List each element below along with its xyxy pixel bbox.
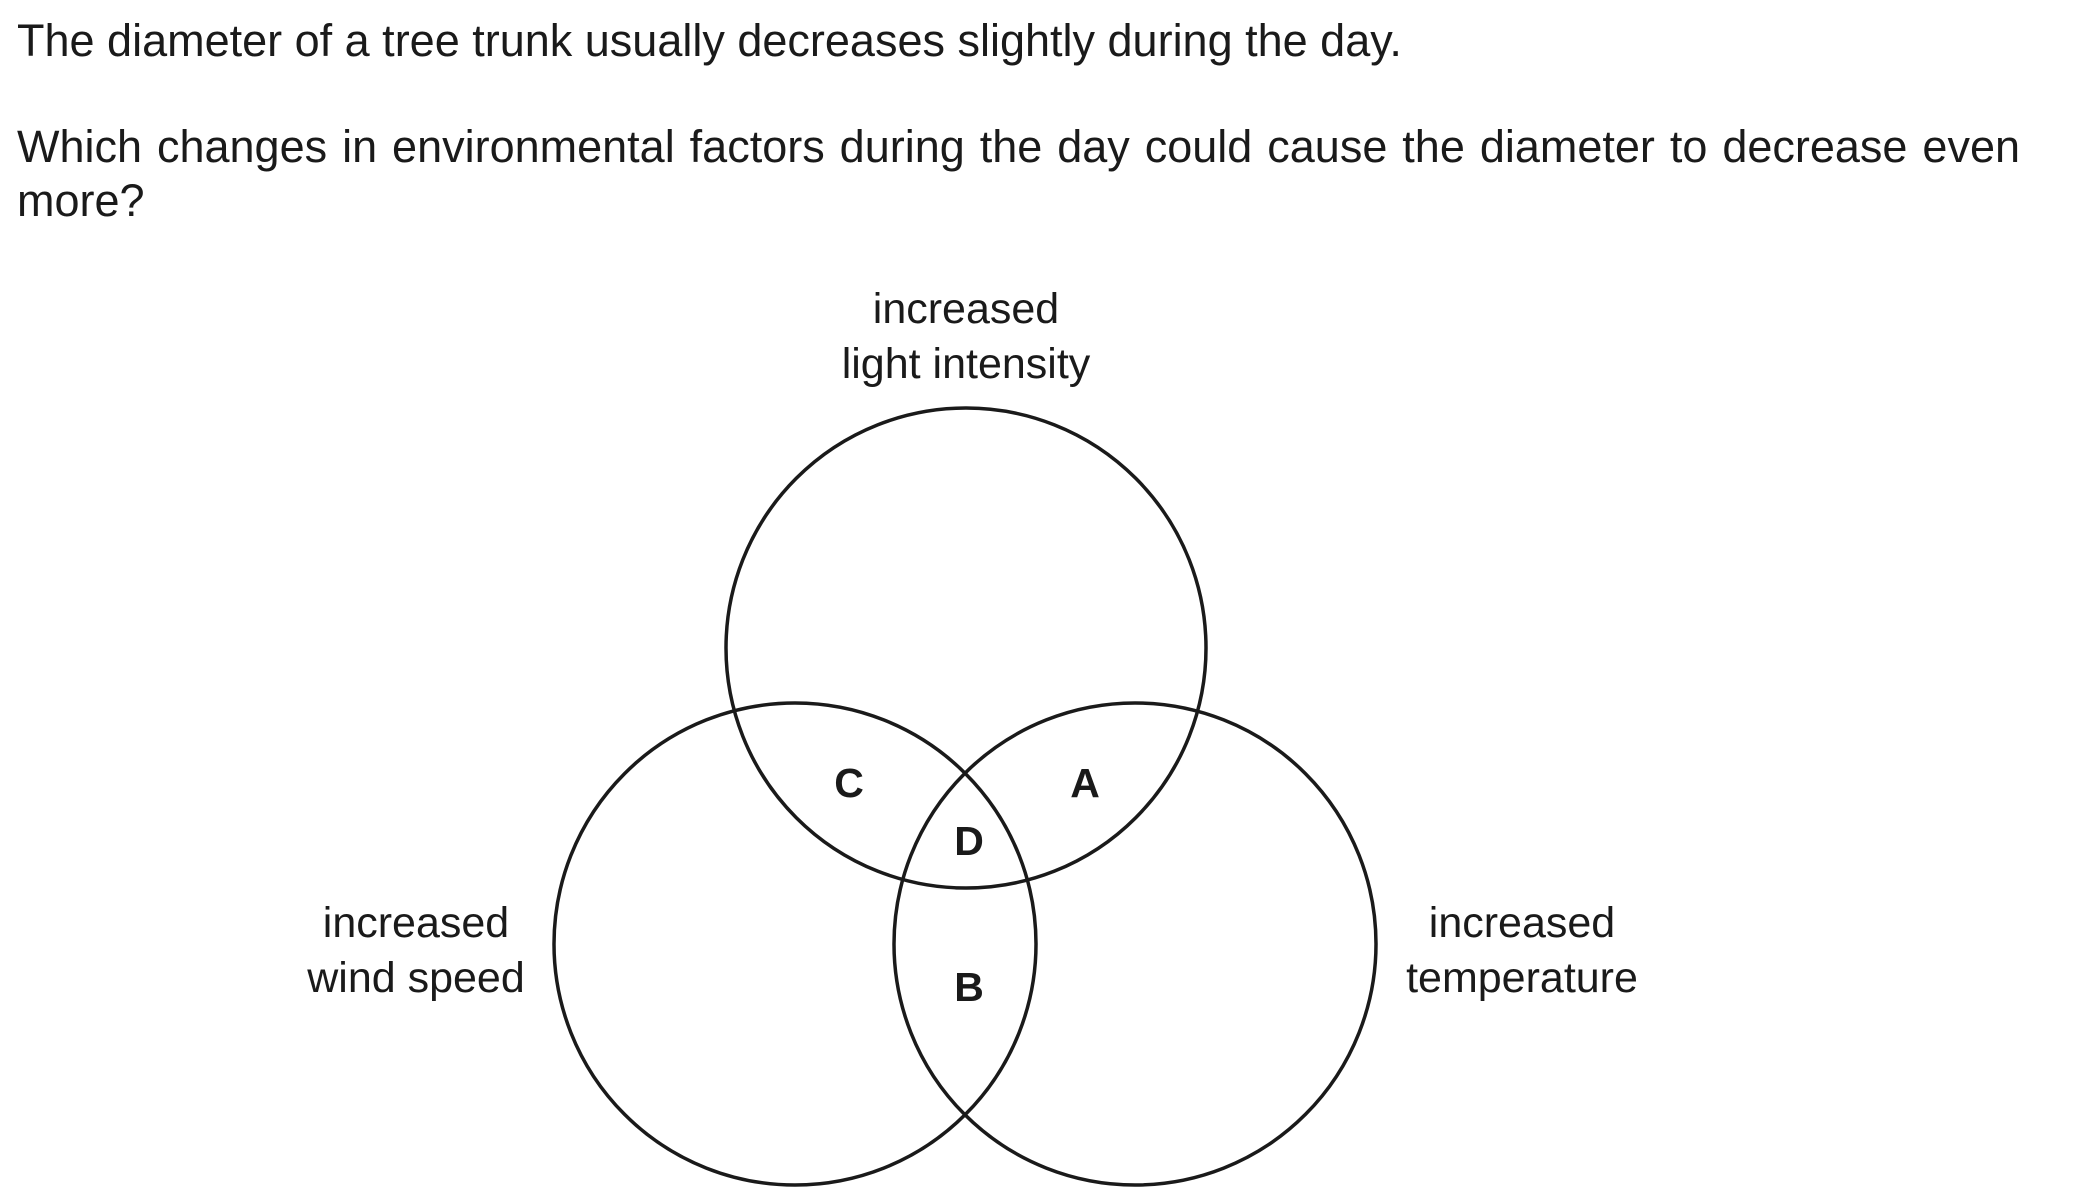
question-statement: The diameter of a tree trunk usually dec… [17,15,1402,66]
circle-wind-speed [552,701,1038,1187]
region-d-label: D [954,818,984,864]
label-wind-speed-line2: wind speed [306,954,525,1002]
label-wind-speed-line1: increased [323,899,509,947]
label-light-intensity-line1: increased [873,285,1059,333]
region-a-label: A [1070,760,1100,806]
label-temperature-line2: temperature [1406,954,1638,1002]
region-b-label: B [954,964,984,1010]
circle-temperature [892,701,1378,1187]
circle-light-intensity [724,406,1208,890]
label-light-intensity-line2: light intensity [842,340,1091,388]
question-prompt: Which changes in environmental factors d… [17,121,2020,226]
region-c-label: C [834,760,864,806]
question-text: The diameter of a tree trunk usually dec… [17,14,2020,228]
label-temperature-line1: increased [1429,899,1615,947]
